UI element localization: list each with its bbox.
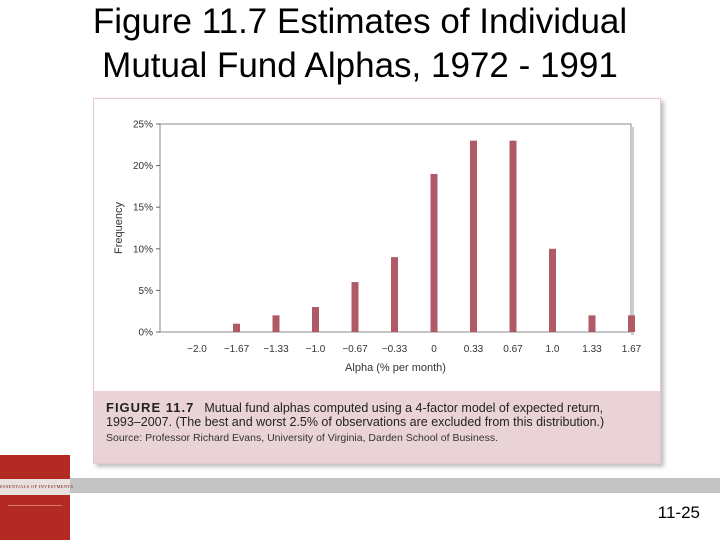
bar-5 bbox=[391, 257, 398, 332]
bar-7 bbox=[470, 140, 477, 332]
y-tick-label-2: 10% bbox=[133, 244, 153, 255]
bar-1 bbox=[233, 323, 240, 332]
slide-title-line2: Mutual Fund Alphas, 1972 - 1991 bbox=[102, 46, 618, 85]
figure-caption: FIGURE 11.7 Mutual fund alphas computed u… bbox=[94, 391, 660, 463]
x-tick-label-10: 1.33 bbox=[582, 344, 602, 355]
x-tick-label-9: 1.0 bbox=[546, 344, 560, 355]
figure-panel: 0% 5% 10% 15% 20% 25% Frequency −2.0 −1.67 −1.33 −… bbox=[93, 98, 661, 464]
bar-4 bbox=[351, 282, 359, 332]
bar-3 bbox=[312, 307, 319, 332]
book-cover-thumbnail: ESSENTIALS OF INVESTMENTS bbox=[0, 455, 73, 540]
page-number: 11-25 bbox=[657, 503, 700, 522]
book-cover-title: ESSENTIALS OF INVESTMENTS bbox=[0, 479, 73, 495]
figure-label: FIGURE 11.7 bbox=[106, 400, 195, 415]
x-tick-label-0: −2.0 bbox=[187, 344, 207, 355]
bar-9 bbox=[549, 248, 556, 332]
y-tick-label-1: 5% bbox=[139, 286, 154, 297]
y-tick-label-5: 25% bbox=[133, 120, 153, 131]
y-tick-label-0: 0% bbox=[139, 328, 154, 339]
plot-frame-shadow bbox=[631, 127, 634, 335]
bar-10 bbox=[588, 315, 596, 332]
x-tick-label-3: −1.0 bbox=[306, 344, 326, 355]
x-tick-label-2: −1.33 bbox=[263, 344, 289, 355]
x-tick-label-5: −0.33 bbox=[382, 344, 408, 355]
book-cover-rule bbox=[8, 505, 62, 506]
bar-2 bbox=[272, 315, 280, 332]
caption-line1: Mutual fund alphas computed using a 4-fa… bbox=[204, 401, 604, 415]
caption-line2: 1993–2007. (The best and worst 2.5% of o… bbox=[106, 415, 605, 429]
bar-11 bbox=[628, 315, 635, 332]
caption-source: Source: Professor Richard Evans, Univers… bbox=[106, 432, 498, 444]
footer-bar bbox=[70, 478, 720, 493]
slide-title: Figure 11.7 Estimates of Individual Mutu… bbox=[0, 0, 720, 88]
y-tick-label-3: 15% bbox=[133, 203, 153, 214]
x-tick-label-11: 1.67 bbox=[622, 344, 642, 355]
x-tick-label-6: 0 bbox=[431, 344, 437, 355]
x-tick-label-1: −1.67 bbox=[224, 344, 250, 355]
x-tick-label-4: −0.67 bbox=[342, 344, 368, 355]
bar-6 bbox=[430, 173, 438, 332]
x-tick-label-8: 0.67 bbox=[503, 344, 523, 355]
y-axis-label: Frequency bbox=[113, 202, 125, 254]
bar-8 bbox=[509, 140, 517, 332]
slide-title-line1: Figure 11.7 Estimates of Individual bbox=[92, 2, 628, 41]
x-tick-label-7: 0.33 bbox=[464, 344, 484, 355]
alpha-histogram: 0% 5% 10% 15% 20% 25% Frequency −2.0 −1.67 −1.33 −… bbox=[113, 120, 642, 375]
x-axis-label: Alpha (% per month) bbox=[345, 362, 446, 374]
y-tick-label-4: 20% bbox=[133, 161, 153, 172]
